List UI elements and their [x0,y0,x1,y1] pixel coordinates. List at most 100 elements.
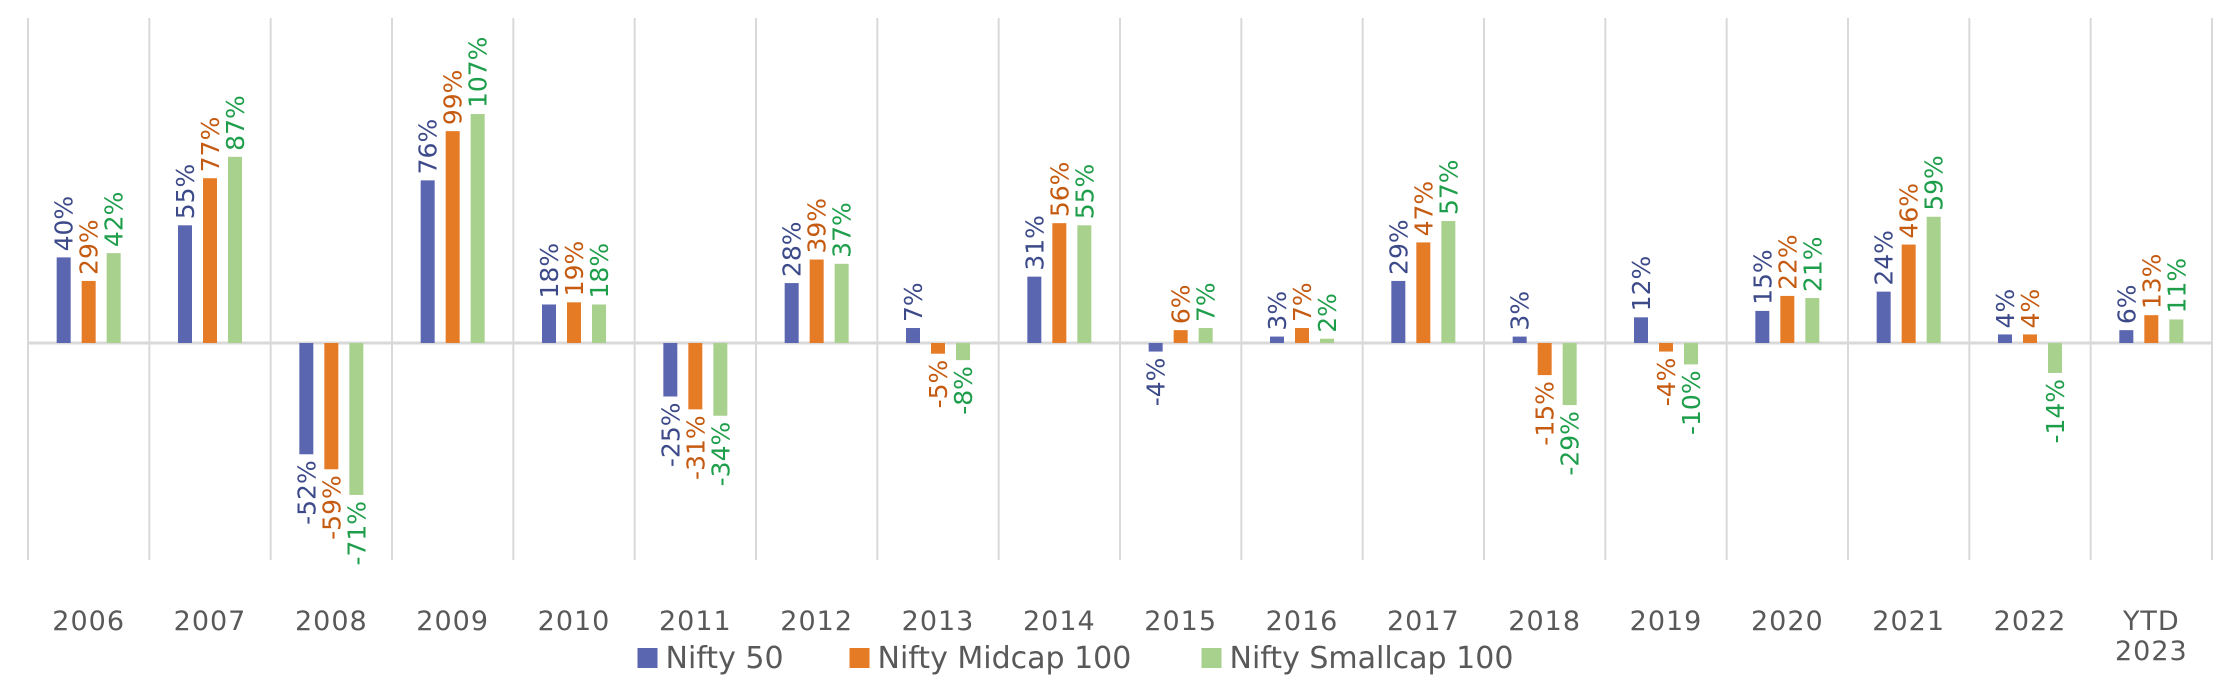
data-label: 29% [1384,219,1413,275]
bar-nifty-smallcap-100 [106,253,121,343]
bar-nifty-50 [299,343,314,455]
data-label: 7% [899,282,928,322]
bar-nifty-50 [1876,291,1891,343]
data-label: 11% [2162,258,2191,314]
data-label: -8% [949,366,978,415]
data-label: 42% [100,192,129,248]
legend-swatch [637,648,658,668]
data-label: 15% [1748,249,1777,305]
data-label: 28% [778,222,807,278]
data-label: 7% [1288,282,1317,322]
data-label: -5% [924,360,953,409]
x-tick-label: 2017 [1387,606,1460,637]
bar-nifty-smallcap-100 [349,343,364,495]
bar-nifty-midcap-100 [1901,244,1916,343]
bar-nifty-smallcap-100 [1562,343,1577,406]
data-label: 24% [1870,230,1899,286]
x-tick-label: 2010 [538,606,611,637]
data-label: -10% [1677,370,1706,435]
data-label: 47% [1409,181,1438,237]
bar-nifty-50 [784,283,799,343]
data-label: -29% [1556,411,1585,476]
data-label: 55% [171,164,200,220]
x-tick-label: 2018 [1508,606,1581,637]
bar-nifty-50 [1634,317,1648,343]
data-label: 7% [1192,282,1221,322]
data-label: 76% [414,119,443,175]
bar-nifty-smallcap-100 [470,114,485,344]
data-label: 18% [585,243,614,299]
bar-nifty-smallcap-100 [1684,343,1698,365]
bar-nifty-50 [1027,276,1042,343]
bar-nifty-midcap-100 [809,259,824,343]
data-label: 57% [1434,159,1463,215]
data-label: -4% [1142,358,1171,407]
data-label: 12% [1627,256,1656,312]
x-tick-label: 2021 [1872,606,1945,637]
bar-nifty-midcap-100 [1780,295,1795,343]
bar-nifty-50 [663,343,678,397]
data-label: 37% [828,202,857,258]
data-label: 77% [196,117,225,173]
data-label: 56% [1045,162,1074,218]
bar-nifty-midcap-100 [1052,223,1067,343]
x-tick-label: 2015 [1144,606,1217,637]
bar-nifty-50 [420,180,435,343]
data-label: -25% [656,403,685,468]
bar-nifty-midcap-100 [81,280,96,343]
data-label: 2% [1313,293,1342,333]
bar-nifty-midcap-100 [1295,328,1309,343]
data-label: 6% [2112,284,2141,324]
bar-nifty-midcap-100 [2023,334,2037,343]
x-tick-label: 2016 [1266,606,1339,637]
data-label: 3% [1506,291,1535,331]
bar-nifty-midcap-100 [2144,315,2159,343]
bar-nifty-midcap-100 [1416,242,1431,343]
x-tick-label: 2023 [2115,636,2188,667]
data-label: -34% [706,422,735,487]
data-label: 21% [1798,236,1827,292]
bar-nifty-smallcap-100 [834,263,849,343]
bar-nifty-50 [542,304,556,343]
x-tick-label: YTD [2122,606,2180,637]
x-tick-label: 2022 [1994,606,2067,637]
bar-nifty-smallcap-100 [592,304,606,343]
bar-nifty-50 [906,328,920,343]
bar-nifty-midcap-100 [931,343,945,354]
data-label: -52% [292,460,321,525]
bar-nifty-50 [1148,343,1163,352]
bar-nifty-50 [178,225,192,343]
data-label: 13% [2137,254,2166,310]
bar-nifty-smallcap-100 [1320,338,1334,343]
bar-nifty-midcap-100 [1173,330,1188,343]
bar-nifty-50 [1270,336,1284,343]
data-label: 4% [1991,289,2020,329]
bar-nifty-smallcap-100 [1441,221,1456,343]
x-tick-label: 2011 [659,606,732,637]
legend-swatch [1201,648,1222,668]
data-label: 55% [1070,164,1099,220]
bar-nifty-50 [1755,310,1770,343]
data-label: 40% [50,196,79,252]
data-label: -59% [317,475,346,540]
x-tick-label: 2013 [902,606,975,637]
bar-nifty-50 [2119,330,2134,343]
legend-label: Nifty Smallcap 100 [1230,641,1514,676]
data-label: 87% [221,95,250,151]
data-label: 19% [560,241,589,297]
data-label: -15% [1531,381,1560,446]
bar-nifty-50 [1998,334,2012,343]
legend-label: Nifty 50 [666,641,784,676]
data-label: -31% [681,415,710,480]
bar-nifty-smallcap-100 [2048,343,2062,373]
data-label: 6% [1167,284,1196,324]
data-label: -14% [2041,379,2070,444]
x-tick-label: 2014 [1023,606,1096,637]
data-label: 46% [1895,183,1924,239]
x-tick-label: 2009 [416,606,489,637]
bar-nifty-smallcap-100 [2169,319,2184,343]
bar-nifty-midcap-100 [688,343,703,410]
legend-swatch [849,648,870,668]
